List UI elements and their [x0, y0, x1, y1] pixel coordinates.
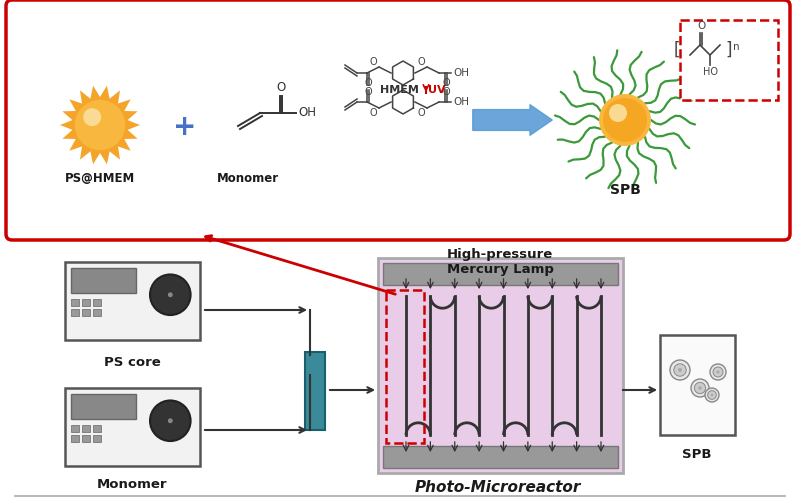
Bar — [82, 310, 90, 316]
Text: High-pressure
Mercury Lamp: High-pressure Mercury Lamp — [446, 248, 554, 276]
Text: OH: OH — [298, 106, 316, 120]
Text: Monomer: Monomer — [217, 172, 279, 185]
Bar — [383, 446, 618, 468]
Text: PS core: PS core — [104, 356, 160, 369]
FancyArrowPatch shape — [473, 104, 552, 136]
Circle shape — [710, 364, 726, 380]
Circle shape — [674, 364, 686, 376]
Circle shape — [150, 400, 190, 441]
Circle shape — [603, 98, 647, 142]
Bar — [305, 352, 325, 430]
Text: HO: HO — [702, 67, 718, 77]
Bar — [82, 436, 90, 442]
Text: HMEM: HMEM — [380, 85, 419, 95]
Text: O: O — [369, 57, 377, 67]
Text: OH: OH — [453, 97, 469, 107]
Bar — [378, 258, 623, 473]
Circle shape — [670, 360, 690, 380]
Text: O: O — [417, 57, 425, 67]
Text: ]: ] — [725, 41, 731, 59]
Circle shape — [698, 386, 702, 390]
Text: +: + — [174, 113, 197, 141]
Circle shape — [678, 368, 682, 372]
Bar — [71, 268, 136, 293]
Circle shape — [691, 379, 709, 397]
Bar — [71, 394, 136, 419]
Polygon shape — [60, 86, 140, 164]
Text: O: O — [697, 21, 705, 31]
Bar — [82, 426, 90, 432]
Bar — [71, 300, 79, 306]
Bar — [93, 436, 101, 442]
Text: [: [ — [674, 41, 680, 59]
Text: SPB: SPB — [682, 448, 712, 461]
Text: Monomer: Monomer — [97, 478, 167, 491]
Text: UV: UV — [428, 85, 446, 95]
Text: n: n — [733, 42, 740, 52]
Circle shape — [599, 94, 651, 146]
Text: O: O — [364, 78, 372, 88]
Bar — [82, 300, 90, 306]
Text: PS@HMEM: PS@HMEM — [65, 172, 135, 185]
Circle shape — [713, 367, 723, 377]
Bar — [93, 310, 101, 316]
Circle shape — [708, 390, 716, 400]
Bar — [680, 20, 778, 100]
Text: OH: OH — [453, 68, 469, 78]
Circle shape — [83, 108, 101, 126]
Circle shape — [694, 382, 706, 394]
Bar — [386, 290, 424, 443]
Circle shape — [168, 292, 173, 297]
Circle shape — [717, 370, 720, 374]
Circle shape — [75, 100, 125, 150]
Bar — [71, 436, 79, 442]
Circle shape — [609, 104, 627, 122]
Bar — [93, 426, 101, 432]
Circle shape — [150, 274, 190, 315]
Text: O: O — [417, 108, 425, 118]
Bar — [71, 426, 79, 432]
Text: O: O — [442, 87, 450, 97]
Bar — [65, 388, 200, 466]
Text: O: O — [364, 87, 372, 97]
FancyBboxPatch shape — [6, 0, 790, 240]
Bar — [93, 300, 101, 306]
Text: O: O — [442, 78, 450, 88]
Text: O: O — [276, 81, 286, 94]
Bar — [660, 335, 735, 435]
Text: Photo-Microreactor: Photo-Microreactor — [415, 480, 581, 495]
Circle shape — [705, 388, 719, 402]
Text: SPB: SPB — [610, 183, 641, 197]
Bar — [65, 262, 200, 340]
Bar — [71, 310, 79, 316]
Bar — [383, 263, 618, 285]
Text: O: O — [369, 108, 377, 118]
Circle shape — [168, 418, 173, 423]
Circle shape — [710, 394, 714, 396]
